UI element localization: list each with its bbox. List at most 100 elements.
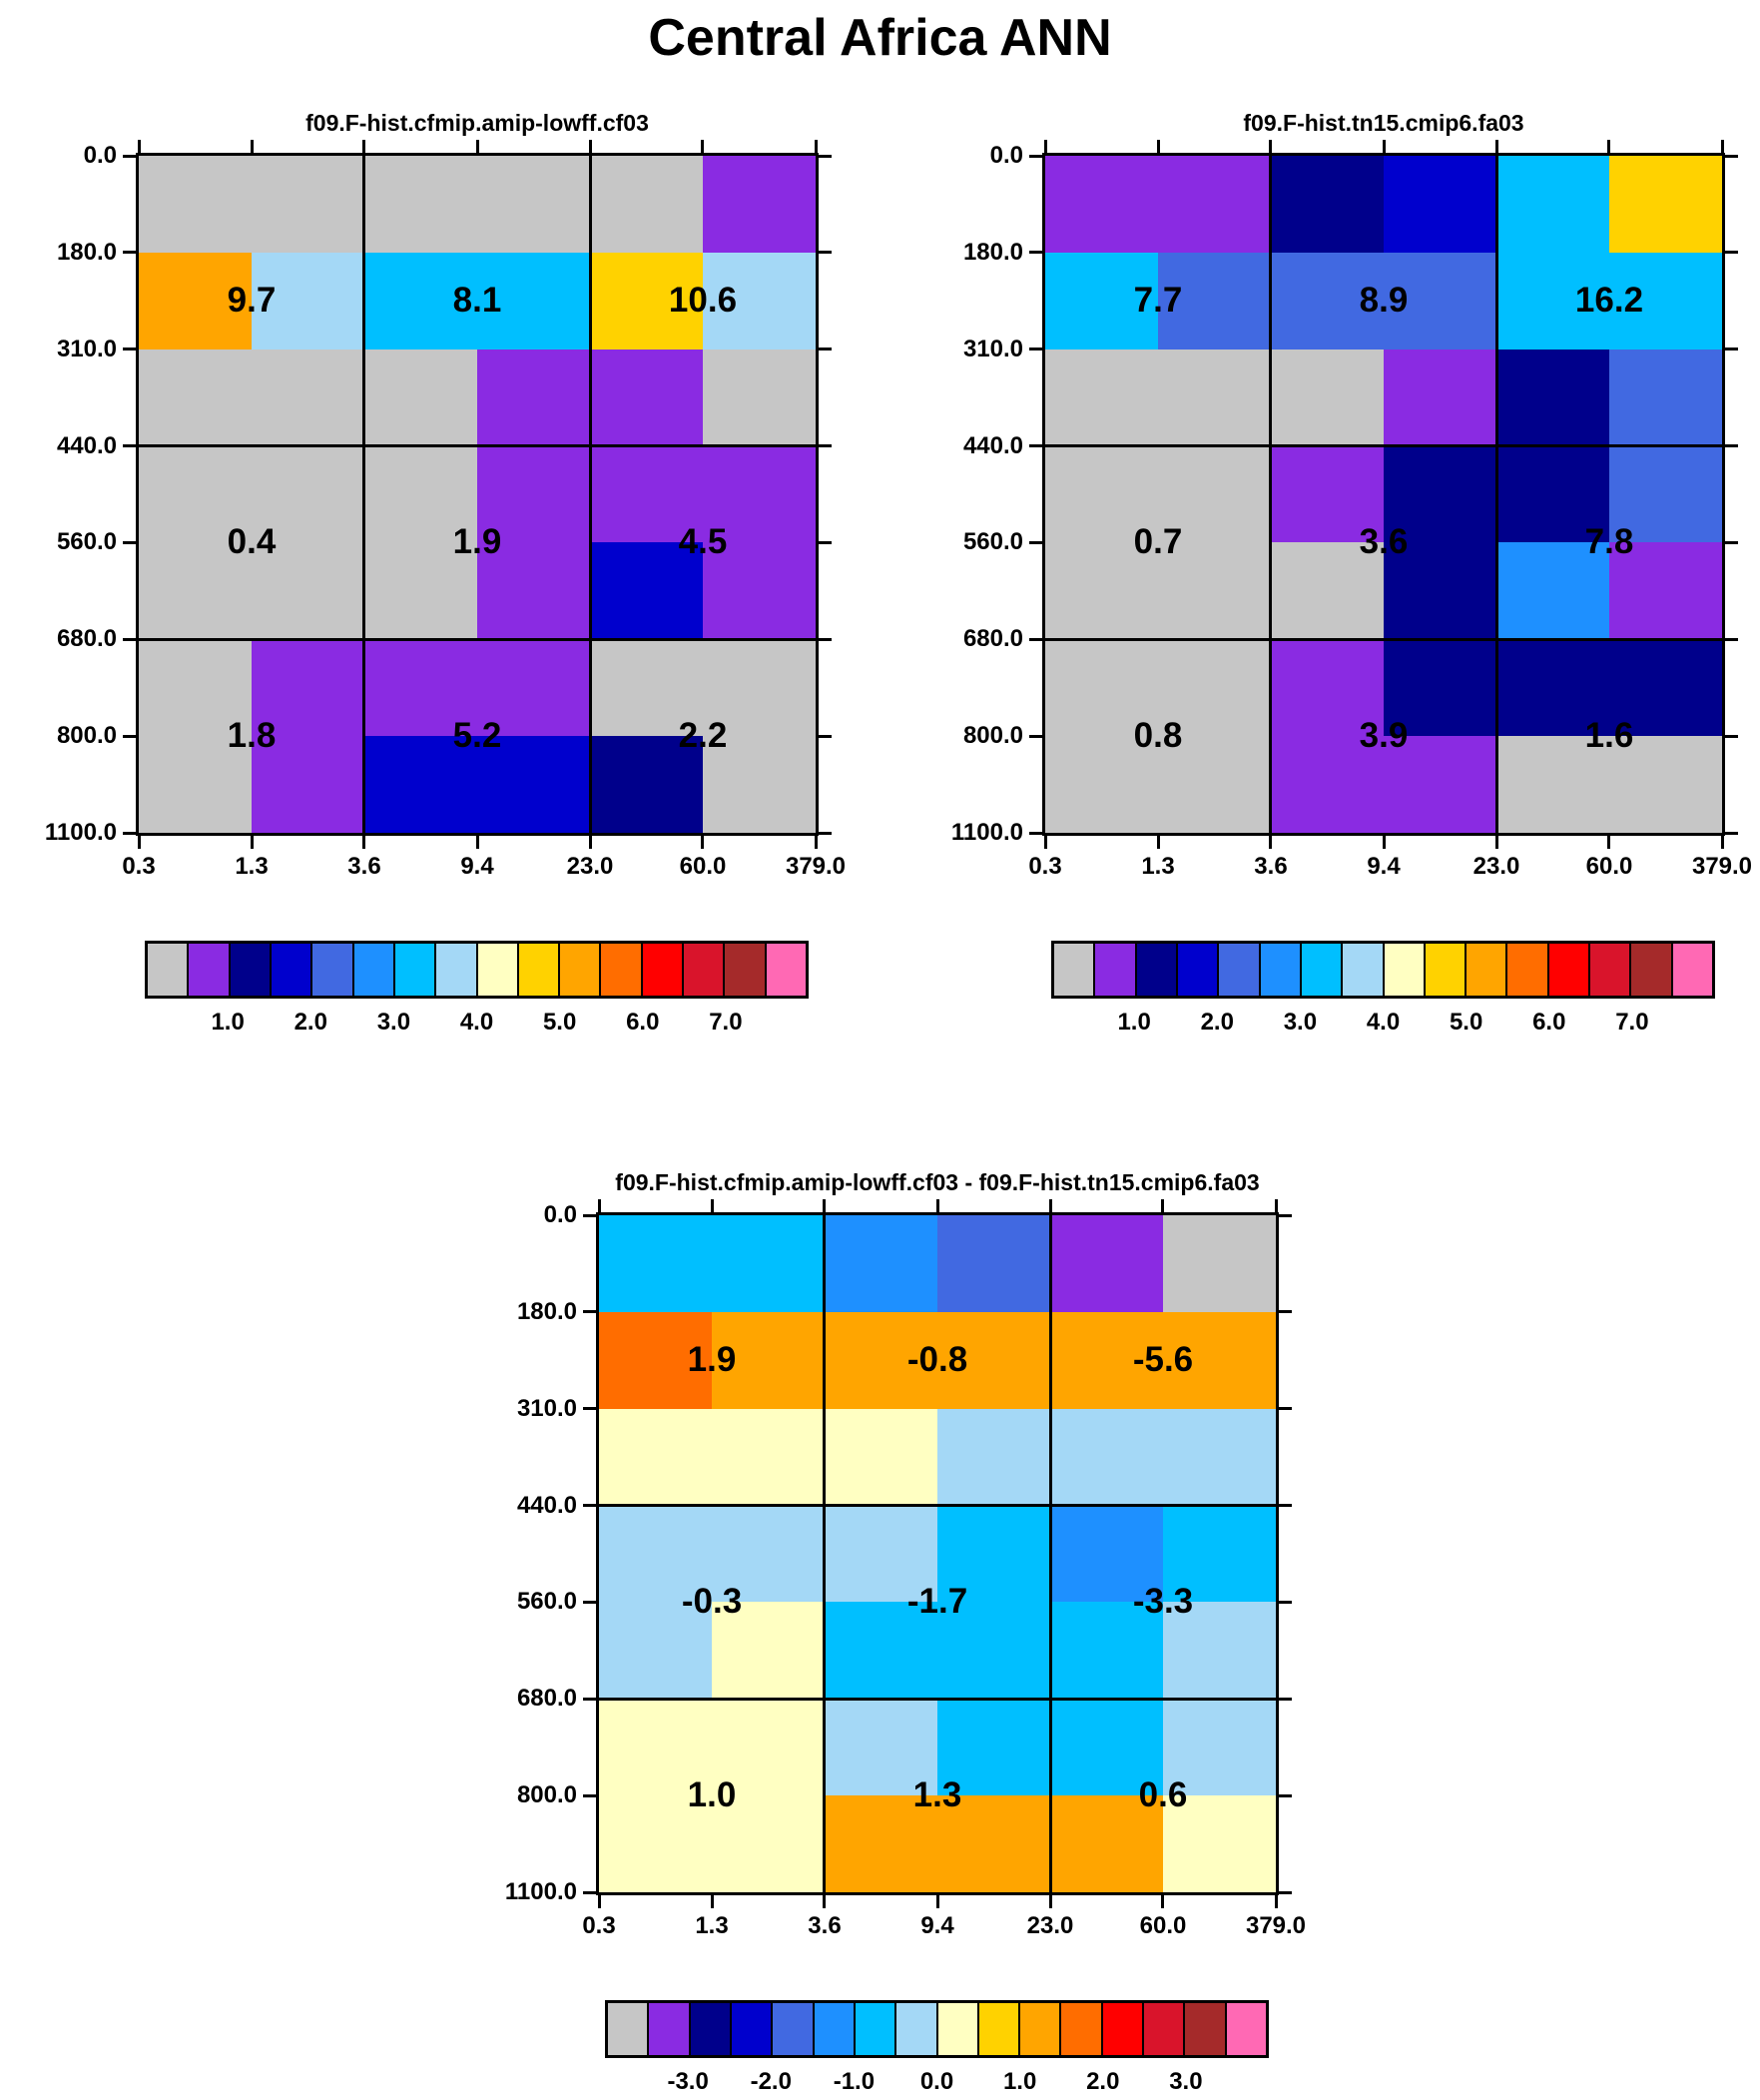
- x-axis-label: 3.6: [1254, 853, 1288, 880]
- block-value: -3.3: [1132, 1582, 1194, 1622]
- heatmap-cell: [139, 445, 252, 543]
- heatmap-cell: [703, 252, 816, 350]
- colorbar-swatch: [642, 944, 685, 996]
- axis-tick: [1722, 734, 1738, 738]
- heatmap-cell: [937, 1795, 1050, 1892]
- colorbar-label: 7.0: [709, 1009, 743, 1036]
- axis-tick: [123, 540, 139, 544]
- colorbar-label: 6.0: [1532, 1009, 1566, 1036]
- axis-tick: [1722, 444, 1738, 448]
- axis-tick: [583, 1213, 599, 1217]
- axis-tick: [1722, 540, 1738, 544]
- block-value: 0.7: [1133, 522, 1183, 562]
- axis-tick: [935, 1892, 939, 1908]
- colorbar-swatch: [230, 944, 272, 996]
- block-value: 4.5: [678, 522, 728, 562]
- axis-tick: [710, 1199, 714, 1215]
- axis-tick: [1722, 637, 1738, 641]
- heatmap-cell: [599, 1311, 712, 1409]
- axis-tick: [1722, 348, 1738, 351]
- figure-title: Central Africa ANN: [648, 9, 1112, 67]
- colorbar-bar: [605, 2000, 1269, 2058]
- axis-tick: [362, 833, 366, 849]
- axis-tick: [1269, 140, 1273, 156]
- heatmap-cell: [1045, 156, 1158, 253]
- block-value: -0.8: [906, 1340, 968, 1380]
- heatmap-cell: [1384, 156, 1496, 253]
- axis-tick: [816, 348, 832, 351]
- colorbar-swatch: [1548, 944, 1591, 996]
- axis-tick: [816, 734, 832, 738]
- axis-tick: [1029, 831, 1045, 835]
- colorbar-swatch: [1061, 2003, 1103, 2055]
- heatmap-cell: [1050, 1602, 1163, 1700]
- block-value: 8.9: [1359, 281, 1409, 321]
- heatmap-cell: [590, 542, 703, 640]
- colorbar-swatch: [684, 944, 726, 996]
- heatmap-cell: [1271, 445, 1384, 543]
- x-axis-label: 60.0: [679, 853, 727, 880]
- heatmap-cell: [1050, 1215, 1163, 1312]
- heatmap-cell: [1163, 1408, 1276, 1506]
- colorbar-label: 0.0: [919, 2068, 954, 2095]
- y-axis-label: 310.0: [962, 335, 1023, 362]
- block-value: 0.4: [227, 522, 277, 562]
- heatmap-cell: [1050, 1311, 1163, 1409]
- colorbar-swatch: [690, 2003, 732, 2055]
- axis-tick: [583, 1600, 599, 1604]
- block-grid-line: [1269, 156, 1273, 833]
- x-axis-label: 0.3: [582, 1912, 616, 1939]
- heatmap-cell: [1609, 252, 1722, 350]
- colorbar-label: 1.0: [1002, 2068, 1037, 2095]
- x-axis-label: 60.0: [1585, 853, 1633, 880]
- x-axis-label: 9.4: [920, 1912, 954, 1939]
- heatmap-cell: [590, 736, 703, 833]
- axis-tick: [1156, 833, 1160, 849]
- heatmap-cell: [599, 1215, 712, 1312]
- axis-tick: [1276, 1697, 1292, 1701]
- heatmap-cell: [1045, 542, 1158, 640]
- heatmap-cell: [1271, 736, 1384, 833]
- y-axis-label: 440.0: [962, 431, 1023, 459]
- axis-tick: [1029, 251, 1045, 255]
- heatmap-cell: [937, 1311, 1050, 1409]
- axis-tick: [1274, 1892, 1278, 1908]
- axis-tick: [1043, 833, 1047, 849]
- axis-tick: [137, 833, 141, 849]
- heatmap-cell: [703, 349, 816, 446]
- y-axis-label: 560.0: [56, 528, 117, 556]
- colorbar-label: -1.0: [833, 2068, 876, 2095]
- heatmap-cell: [1045, 349, 1158, 446]
- axis-tick: [123, 348, 139, 351]
- axis-tick: [1722, 831, 1738, 835]
- heatmap-cell: [599, 1699, 712, 1796]
- colorbar-swatch: [271, 944, 313, 996]
- axis-tick: [1607, 833, 1611, 849]
- heatmap-cell: [599, 1505, 712, 1603]
- axis-tick: [1276, 1213, 1292, 1217]
- axis-tick: [1269, 833, 1273, 849]
- heatmap-cell: [703, 639, 816, 737]
- block-grid-line: [1048, 1215, 1052, 1892]
- block-value: 1.8: [227, 716, 277, 756]
- colorbar-swatch: [1054, 944, 1096, 996]
- heatmap-cell: [364, 542, 477, 640]
- axis-tick: [935, 1199, 939, 1215]
- axis-tick: [475, 833, 479, 849]
- colorbar-swatch: [353, 944, 395, 996]
- x-axis-label: 1.3: [695, 1912, 729, 1939]
- axis-tick: [583, 1504, 599, 1508]
- x-axis-label: 23.0: [1472, 853, 1520, 880]
- block-value: 9.7: [227, 281, 277, 321]
- axis-tick: [1382, 833, 1386, 849]
- colorbar-swatch: [1185, 2003, 1227, 2055]
- heatmap-cell: [477, 639, 590, 737]
- heatmap-cell: [252, 156, 364, 253]
- axis-tick: [816, 444, 832, 448]
- axis-tick: [588, 833, 592, 849]
- axis-tick: [1156, 140, 1160, 156]
- axis-tick: [583, 1407, 599, 1411]
- colorbar-swatch: [1177, 944, 1220, 996]
- heatmap-cell: [1050, 1505, 1163, 1603]
